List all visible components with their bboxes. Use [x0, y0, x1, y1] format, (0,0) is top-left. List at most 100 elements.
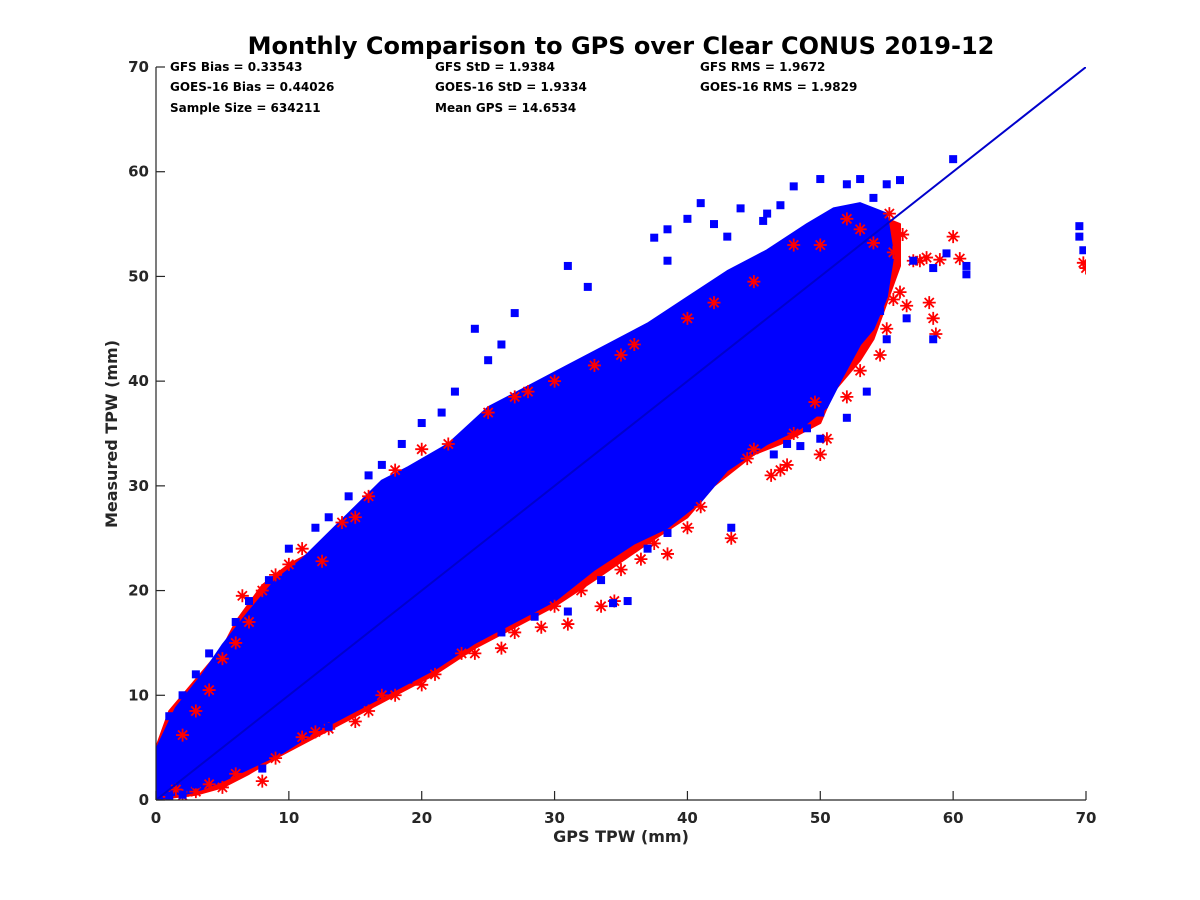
gfs-point [886, 292, 900, 306]
gfs-point [896, 228, 910, 242]
goes-16-point [862, 387, 871, 396]
gfs-point [282, 557, 296, 571]
goes-16-point [364, 691, 373, 700]
goes-16-point [324, 513, 333, 522]
goes-16-point [829, 209, 838, 218]
gfs-point [362, 489, 376, 503]
point-cloud [156, 202, 901, 800]
gfs-point [680, 311, 694, 325]
gfs-point [202, 777, 216, 791]
goes-16-point [942, 249, 951, 258]
gfs-point [680, 521, 694, 535]
gfs-point [694, 500, 708, 514]
goes-16-point [178, 790, 187, 799]
goes-16-point [816, 175, 825, 184]
gfs-point [926, 311, 940, 325]
goes-16-point [1075, 222, 1084, 231]
gfs-point [169, 783, 183, 797]
gfs-point [747, 442, 761, 456]
gfs-point [455, 646, 469, 660]
stat-text: GOES-16 StD = 1.9334 [435, 80, 587, 94]
gfs-point [269, 568, 283, 582]
gfs-point [215, 652, 229, 666]
gfs-point [508, 625, 522, 639]
gfs-point [882, 207, 896, 221]
gfs-point [215, 780, 229, 794]
gfs-point [813, 447, 827, 461]
goes-16-point [696, 199, 705, 208]
goes-16-point [344, 492, 353, 501]
x-tick-label: 30 [544, 809, 565, 827]
gfs-point [481, 406, 495, 420]
gfs-point [494, 641, 508, 655]
gfs-point [880, 322, 894, 336]
goes-16-point [876, 306, 885, 315]
gfs-point [229, 636, 243, 650]
goes-16-point [245, 743, 253, 752]
gfs-point [242, 615, 256, 629]
gfs-point [647, 536, 661, 550]
goes-16-point [962, 261, 971, 270]
goes-16-point [869, 193, 878, 202]
goes-16-point [424, 623, 433, 632]
gfs-point [202, 683, 216, 697]
goes-16-point [1079, 246, 1086, 255]
goes-16-point [710, 450, 718, 459]
goes-16-point [404, 675, 413, 684]
y-tick-label: 30 [128, 477, 149, 495]
gfs-point [840, 212, 854, 226]
goes-16-point [218, 759, 227, 768]
gfs-point [724, 531, 738, 545]
goes-16-point [284, 717, 293, 726]
gfs-point [900, 299, 914, 313]
gfs-point [886, 245, 900, 259]
gfs-point [780, 458, 794, 472]
gfs-point [587, 358, 601, 372]
gfs-point [853, 364, 867, 378]
goes-16-point [710, 220, 718, 229]
goes-16-point [776, 201, 785, 210]
goes-16-point [609, 599, 618, 608]
goes-16-point [856, 175, 865, 184]
goes-16-point [929, 335, 938, 344]
gfs-point [614, 563, 628, 577]
goes-16-point [623, 597, 632, 606]
goes-16-cloud [156, 202, 895, 800]
gfs-point [873, 348, 887, 362]
goes-16-point [597, 576, 606, 585]
goes-16-point [530, 612, 539, 621]
x-tick-label: 10 [278, 809, 299, 827]
y-tick-label: 70 [128, 58, 149, 76]
gfs-point [594, 599, 608, 613]
gfs-point [508, 390, 522, 404]
goes-16-point [643, 544, 652, 553]
goes-16-point [803, 424, 811, 433]
gfs-point [920, 251, 934, 265]
goes-16-point [962, 270, 971, 279]
goes-16-point [284, 544, 293, 553]
goes-16-point [727, 523, 736, 532]
goes-16-point [663, 256, 672, 265]
goes-16-point [397, 439, 406, 448]
axis-ticks: 0 10 20 30 40 50 60 70 0 10 20 30 40 50 60 70 [128, 58, 1096, 827]
gfs-point [953, 252, 967, 266]
gfs-point [295, 730, 309, 744]
gfs-point [773, 463, 787, 477]
stat-text: GFS StD = 1.9384 [435, 60, 555, 74]
gfs-point [634, 552, 648, 566]
goes-16-series [165, 155, 1086, 800]
stat-text: Sample Size = 634211 [170, 101, 321, 115]
goes-16-point [351, 696, 360, 705]
goes-16-point [470, 324, 479, 333]
gfs-point [335, 516, 349, 530]
goes-16-point [683, 460, 692, 469]
goes-16-point [165, 712, 174, 721]
y-axis-label: Measured TPW (mm) [102, 340, 121, 528]
gfs-point [548, 599, 562, 613]
goes-16-point [497, 628, 506, 637]
gfs-point [661, 547, 674, 561]
gfs-point [627, 337, 641, 351]
goes-16-point [842, 413, 851, 422]
goes-16-point [417, 659, 426, 668]
gfs-point [893, 285, 907, 299]
